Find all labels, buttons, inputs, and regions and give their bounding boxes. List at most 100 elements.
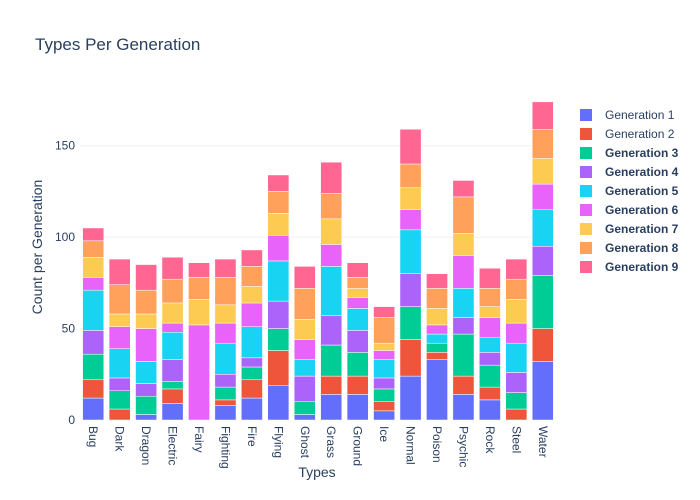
x-tick-label: Ground [351, 426, 365, 466]
bar-segment [214, 258, 237, 278]
x-tick-label: Water [536, 426, 550, 458]
bar-segment [293, 359, 316, 377]
bar-segment [82, 397, 105, 421]
bar-segment [426, 308, 448, 326]
bar-segment [452, 196, 475, 234]
gridlines [80, 145, 556, 330]
bar-segment [214, 277, 237, 306]
bar-segment [267, 350, 290, 386]
legend-swatch [580, 128, 592, 140]
bar-segment [531, 275, 554, 329]
bar-segment [241, 357, 263, 368]
bar-segment [452, 333, 475, 377]
bar-segment [188, 324, 210, 421]
bar-segment [505, 322, 528, 344]
x-tick-label: Fighting [218, 426, 232, 469]
bar-segment [320, 266, 343, 317]
bar-segment [161, 403, 184, 421]
bar-segment [399, 209, 422, 231]
bar-segment [346, 308, 369, 331]
bar-segment [161, 257, 184, 280]
bar-segment [293, 288, 316, 320]
bar-segment [531, 361, 554, 421]
legend-label: Generation 1 [605, 108, 675, 122]
bar-segment [399, 229, 422, 274]
bar-segment [346, 277, 369, 289]
bar-segment [320, 315, 343, 346]
bar-segment [241, 326, 263, 359]
bar-segment [479, 288, 501, 307]
bar-segment [505, 408, 528, 421]
bar-segment [373, 388, 395, 402]
chart-title: Types Per Generation [35, 35, 200, 54]
bar-segment [531, 101, 554, 130]
y-tick-label: 150 [55, 139, 75, 153]
bar-segment [161, 388, 184, 404]
bar-segment [531, 246, 554, 276]
legend-label: Generation 9 [605, 260, 679, 274]
bar-segment [214, 342, 237, 375]
bars [82, 101, 554, 421]
legend-swatch [580, 109, 592, 121]
bar-segment [188, 277, 210, 300]
bar-segment [135, 264, 157, 291]
bar-segment [373, 350, 395, 360]
bar-segment [241, 249, 263, 267]
bar-segment [452, 233, 475, 256]
bar-segment [346, 288, 369, 298]
bar-segment [214, 322, 237, 344]
bar-segment [82, 353, 105, 381]
x-tick-label: Electric [166, 426, 180, 465]
bar-segment [479, 337, 501, 353]
x-tick-label: Poison [430, 426, 444, 463]
bar-segment [108, 326, 131, 349]
bar-segment [399, 306, 422, 340]
bar-segment [346, 352, 369, 377]
bar-segment [399, 187, 422, 210]
bar-segment [505, 342, 528, 373]
bar-segment [452, 375, 475, 395]
legend-label: Generation 6 [605, 203, 679, 217]
x-tick-label: Normal [404, 426, 418, 465]
bar-segment [399, 129, 422, 165]
bar-segment [531, 328, 554, 362]
bar-segment [108, 284, 131, 315]
bar-segment [161, 322, 184, 333]
bar-segment [479, 317, 501, 338]
bar-segment [108, 313, 131, 327]
bar-segment [399, 273, 422, 307]
bar-segment [531, 209, 554, 247]
bar-segment [267, 191, 290, 214]
bar-segment [505, 372, 528, 393]
bar-segment [267, 300, 290, 329]
bar-segment [108, 258, 131, 285]
bar-segment [108, 390, 131, 410]
bar-segment [479, 364, 501, 388]
bar-segment [108, 377, 131, 391]
bar-segment [135, 395, 157, 415]
y-axis-title: Count per Generation [29, 180, 45, 315]
x-tick-label: Psychic [456, 426, 470, 467]
y-axis-ticks: 0 50 100 150 [55, 139, 75, 427]
x-tick-label: Flying [271, 426, 285, 458]
bar-segment [426, 324, 448, 335]
bar-segment [293, 414, 316, 421]
bar-segment [320, 244, 343, 267]
bar-segment [293, 401, 316, 415]
x-tick-label: Ice [377, 426, 391, 442]
bar-segment [293, 375, 316, 402]
bar-segment [135, 289, 157, 315]
bar-segment [452, 255, 475, 289]
bar-segment [188, 299, 210, 326]
bar-segment [214, 304, 237, 324]
bar-segment [479, 386, 501, 401]
bar-segment [373, 342, 395, 351]
bar-segment [82, 227, 105, 242]
bar-segment [373, 306, 395, 318]
bar-segment [320, 344, 343, 377]
bar-segment [161, 331, 184, 360]
legend-label: Generation 4 [605, 165, 679, 179]
bar-segment [320, 193, 343, 220]
legend-label: Generation 8 [605, 241, 679, 255]
